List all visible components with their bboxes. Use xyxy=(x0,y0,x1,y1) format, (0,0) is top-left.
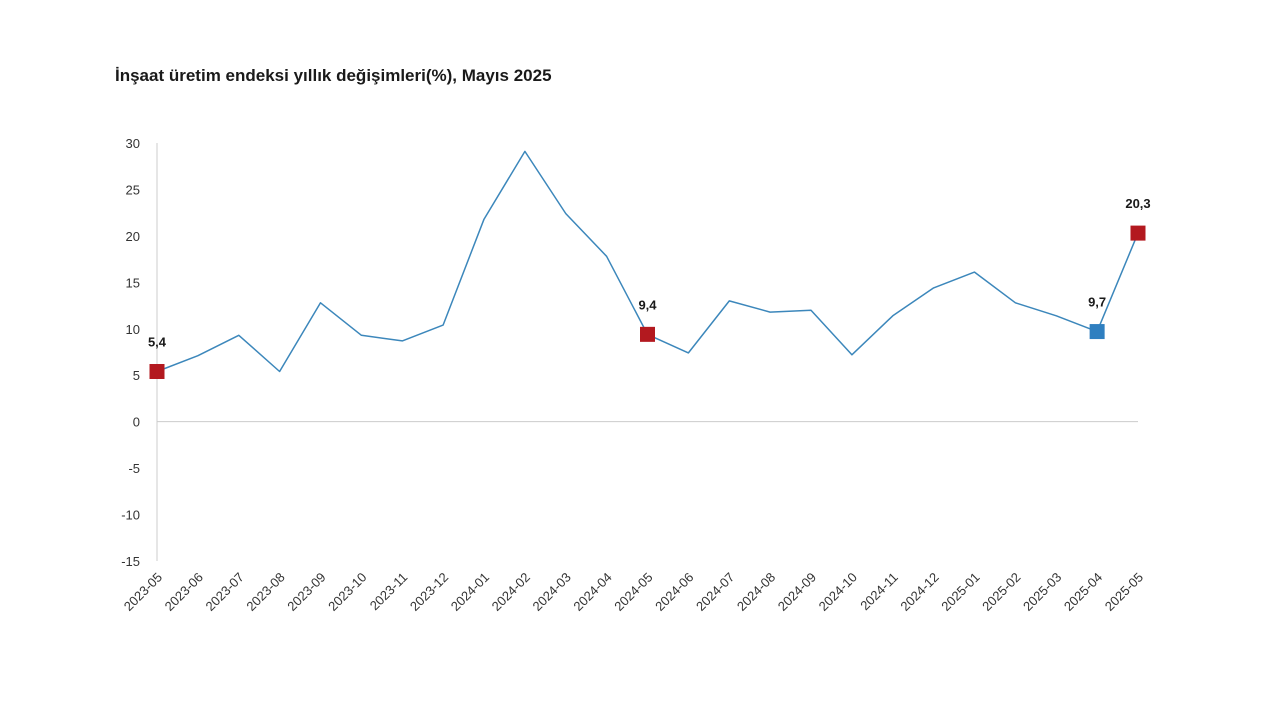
highlight-marker xyxy=(640,326,655,342)
x-tick-label: 2024-10 xyxy=(816,570,860,614)
x-tick-label: 2025-03 xyxy=(1020,570,1064,614)
x-tick-label: 2023-05 xyxy=(121,570,165,614)
x-tick-label: 2024-11 xyxy=(857,570,901,614)
x-tick-label: 2023-11 xyxy=(367,570,411,614)
highlight-marker xyxy=(1089,324,1105,340)
chart-title: İnşaat üretim endeksi yıllık değişimleri… xyxy=(115,66,552,85)
data-label: 9,7 xyxy=(1088,295,1106,310)
y-tick-label: -10 xyxy=(121,508,140,523)
x-tick-label: 2024-05 xyxy=(611,570,655,614)
y-tick-label: 10 xyxy=(126,322,140,337)
x-tick-label: 2023-12 xyxy=(407,570,451,614)
y-tick-label: -15 xyxy=(121,554,140,569)
y-axis-ticks: 30 25 20 15 10 5 0 -5 -10 -15 xyxy=(121,136,140,569)
data-label: 9,4 xyxy=(638,297,657,312)
x-tick-label: 2023-09 xyxy=(284,570,328,614)
highlight-marker xyxy=(149,364,165,380)
y-tick-label: 5 xyxy=(133,368,140,383)
y-tick-label: 25 xyxy=(126,182,140,197)
data-label: 20,3 xyxy=(1125,196,1150,211)
data-label: 5,4 xyxy=(148,335,167,350)
highlight-markers: 5,4 9,4 9,7 20,3 xyxy=(148,196,1151,380)
x-tick-label: 2023-06 xyxy=(162,570,206,614)
x-tick-label: 2024-12 xyxy=(897,570,941,614)
x-tick-label: 2024-06 xyxy=(652,570,696,614)
x-tick-label: 2024-07 xyxy=(693,570,737,614)
x-tick-label: 2025-05 xyxy=(1102,570,1146,614)
x-tick-label: 2024-09 xyxy=(775,570,819,614)
x-tick-label: 2024-08 xyxy=(734,570,778,614)
y-tick-label: 30 xyxy=(126,136,140,151)
x-tick-label: 2023-07 xyxy=(203,570,247,614)
x-tick-label: 2025-01 xyxy=(938,570,982,614)
x-tick-label: 2024-02 xyxy=(489,570,533,614)
x-tick-label: 2023-10 xyxy=(325,570,369,614)
highlight-marker xyxy=(1130,225,1146,241)
x-tick-label: 2023-08 xyxy=(243,570,287,614)
x-tick-label: 2024-03 xyxy=(530,570,574,614)
y-tick-label: -5 xyxy=(128,461,140,476)
x-tick-label: 2025-04 xyxy=(1061,570,1105,614)
y-tick-label: 15 xyxy=(126,275,140,290)
y-tick-label: 20 xyxy=(126,229,140,244)
x-tick-label: 2025-02 xyxy=(979,570,1023,614)
x-tick-label: 2024-04 xyxy=(570,570,614,614)
x-axis-ticks: 2023-052023-062023-072023-082023-092023-… xyxy=(121,570,1146,614)
y-tick-label: 0 xyxy=(133,415,140,430)
axes xyxy=(156,143,1138,561)
x-tick-label: 2024-01 xyxy=(448,570,492,614)
